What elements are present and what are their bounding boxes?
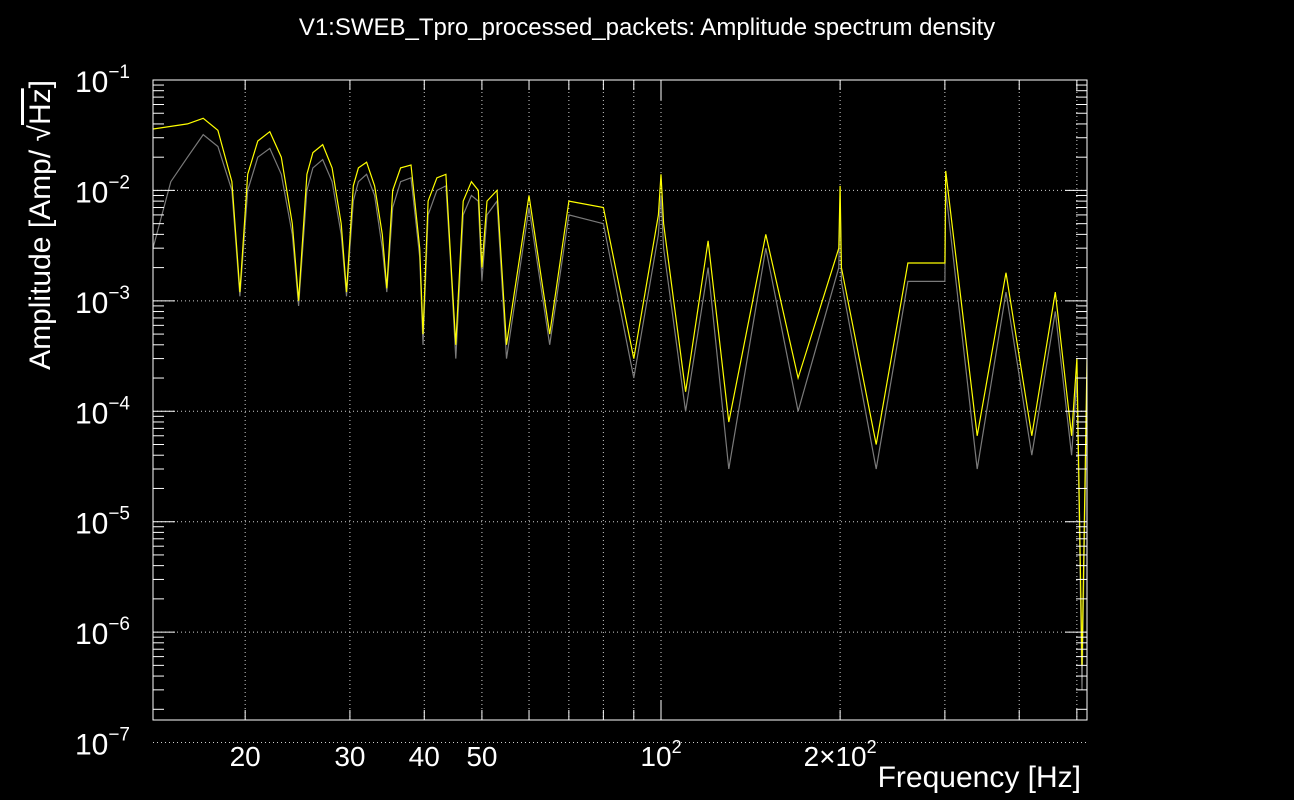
y-tick-label: 10−7	[75, 725, 130, 762]
grid-lines	[153, 79, 1087, 744]
series-line-reference	[153, 133, 1087, 690]
chart-title: V1:SWEB_Tpro_processed_packets: Amplitud…	[298, 14, 996, 41]
x-tick-label: 20	[230, 741, 261, 772]
y-axis-label: Amplitude [Amp/ √Hz]	[24, 80, 57, 370]
plot-frame	[152, 79, 1088, 721]
x-tick-label: 102	[640, 737, 681, 772]
y-tick-label: 10−3	[75, 283, 130, 320]
y-tick-label: 10−4	[75, 393, 130, 430]
x-tick-label: 30	[334, 741, 365, 772]
series-layer	[153, 117, 1087, 690]
axis-ticks	[153, 79, 1087, 720]
y-tick-label: 10−6	[75, 614, 130, 651]
y-tick-label: 10−1	[75, 62, 130, 99]
x-tick-label: 50	[466, 741, 497, 772]
series-line-current	[153, 117, 1087, 666]
x-tick-label: 40	[409, 741, 440, 772]
x-axis-label: Frequency [Hz]	[878, 761, 1081, 794]
y-tick-label: 10−2	[75, 172, 130, 209]
axis-labels: 10−1 10−2 10−3 10−4 10−5 10−6 10−7 20 30 40 50 102 2…	[24, 62, 1081, 794]
x-tick-label: 2×102	[804, 737, 877, 772]
y-tick-label: 10−5	[75, 504, 130, 541]
